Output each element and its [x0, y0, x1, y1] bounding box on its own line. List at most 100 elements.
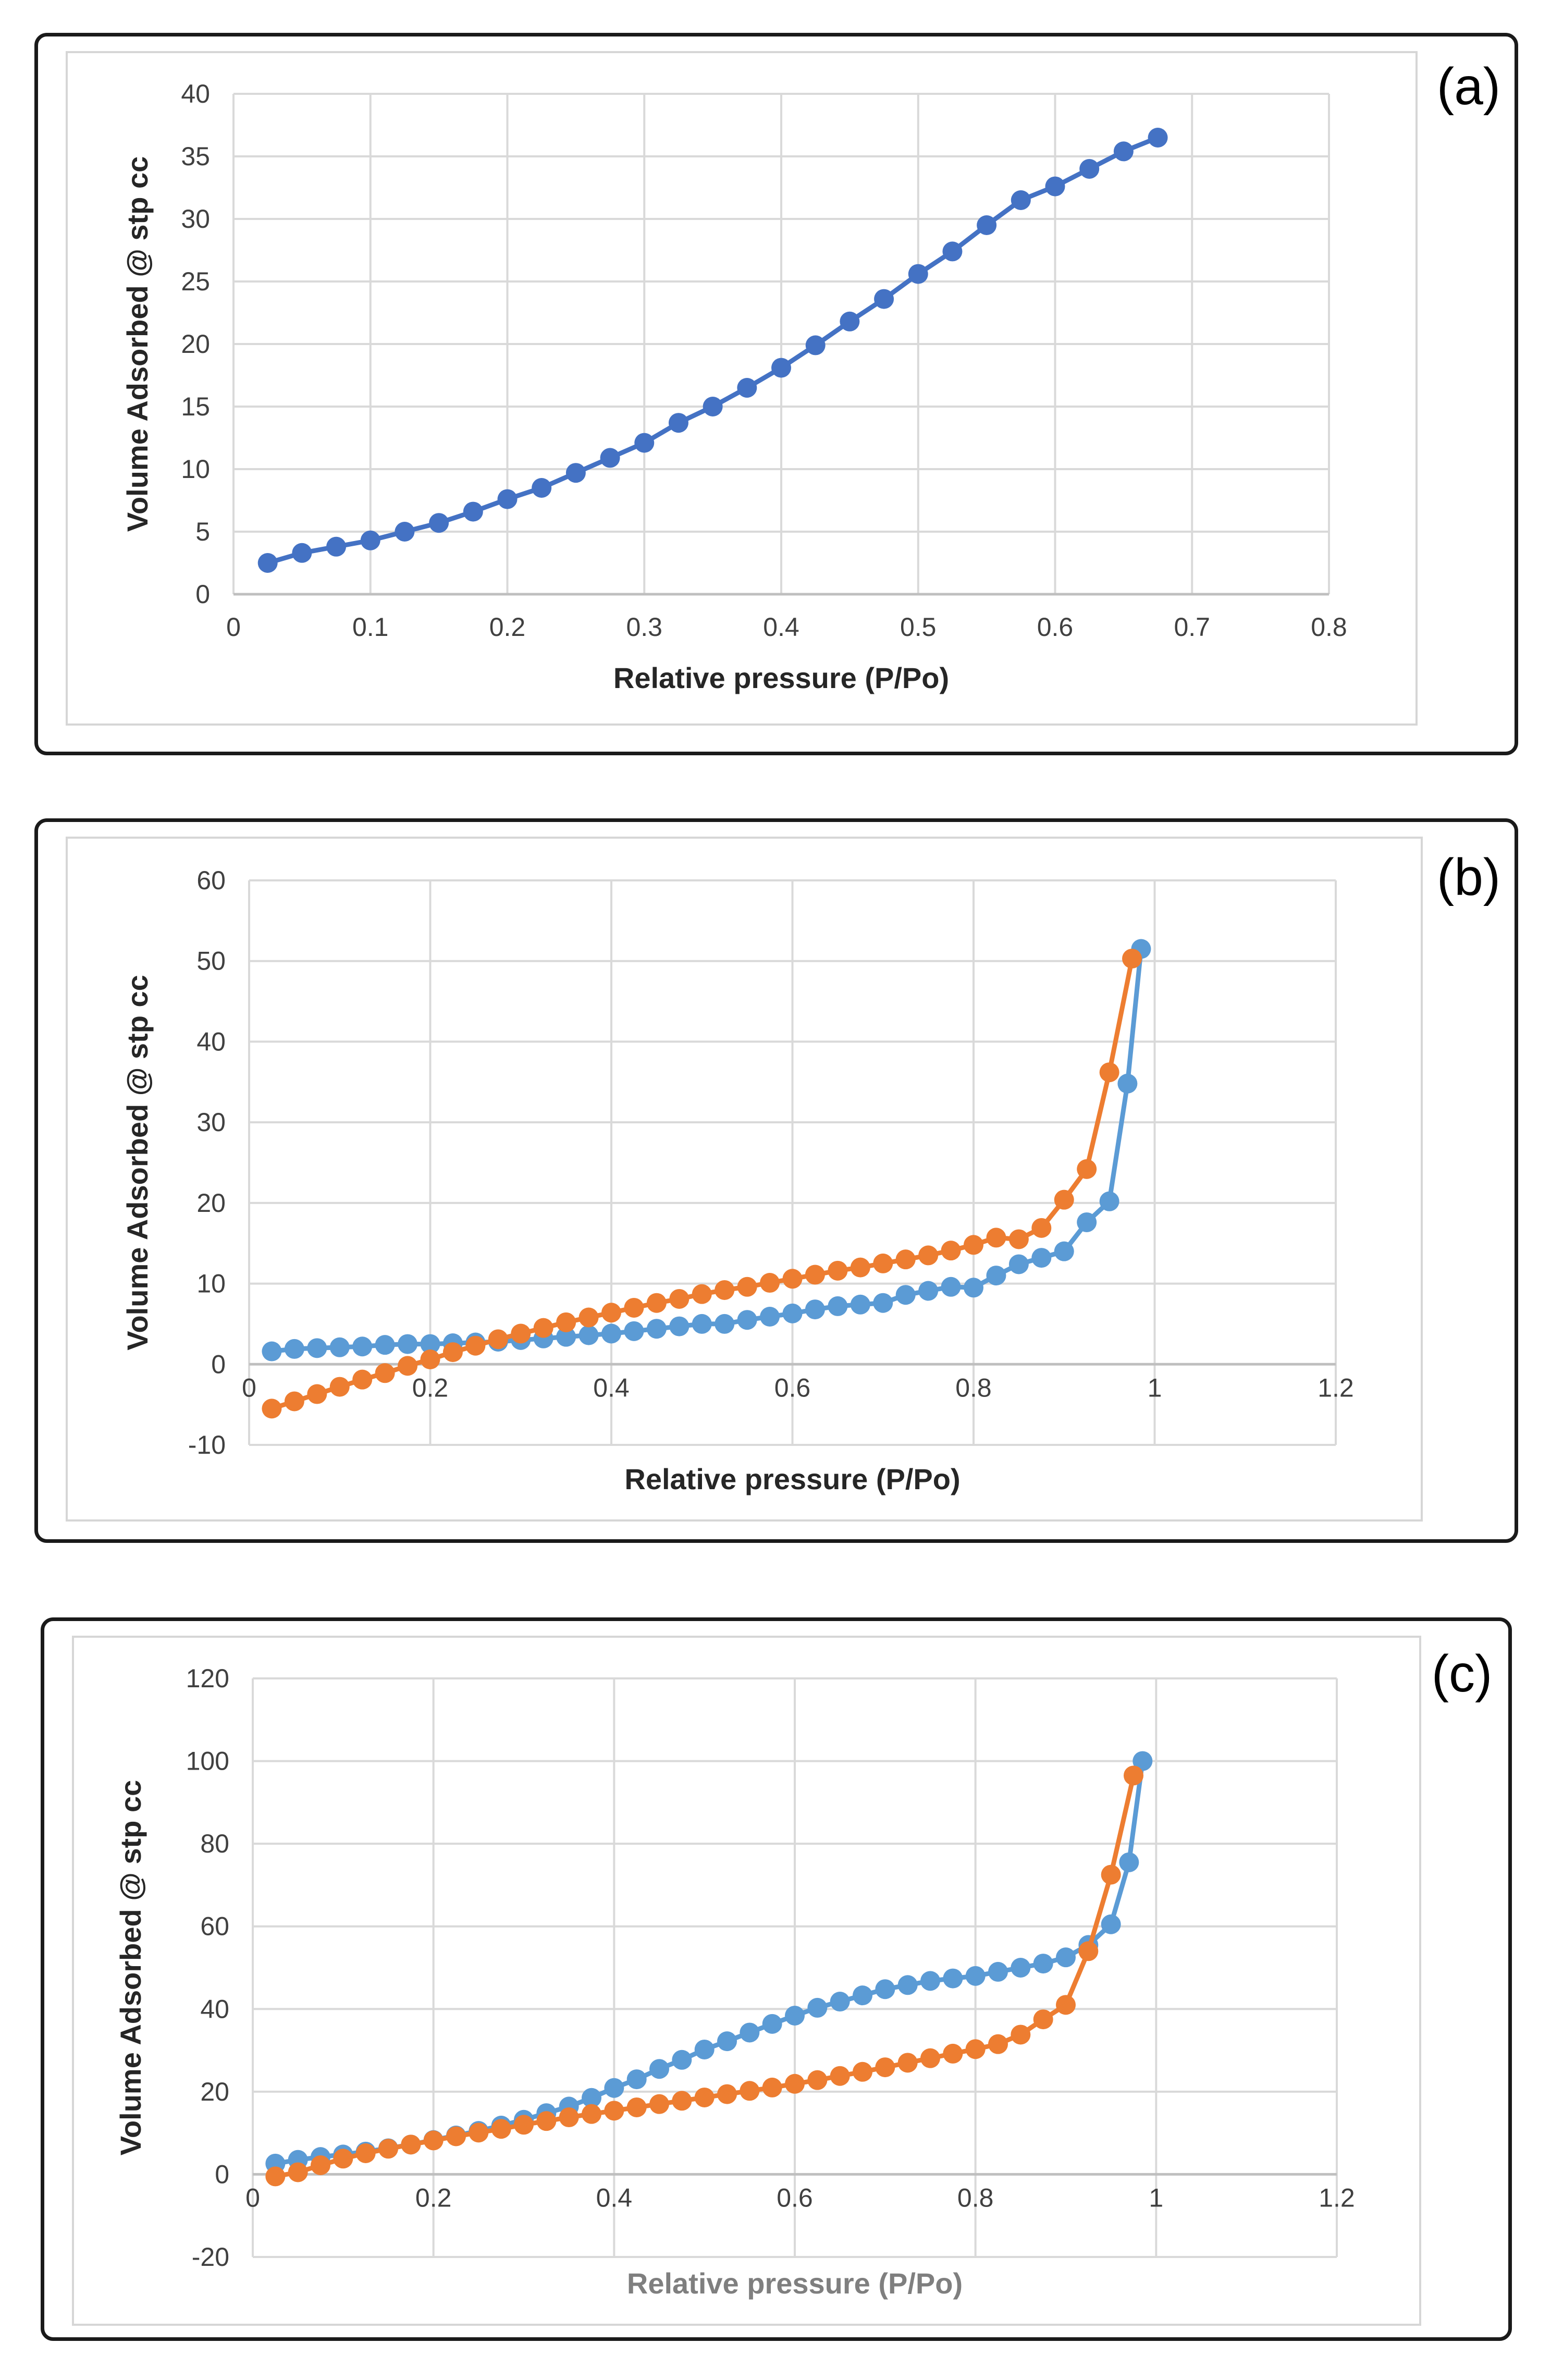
- data-point: [692, 1314, 712, 1334]
- data-point: [578, 1325, 599, 1345]
- data-point: [805, 1265, 825, 1285]
- data-point: [694, 2087, 715, 2107]
- data-point: [668, 413, 688, 433]
- data-point: [737, 1277, 757, 1297]
- data-point: [715, 1314, 735, 1334]
- data-point: [1113, 141, 1134, 162]
- data-point: [941, 1277, 961, 1297]
- data-point: [532, 478, 552, 498]
- data-point: [511, 1323, 531, 1344]
- data-point: [918, 1281, 939, 1301]
- data-point: [703, 397, 723, 416]
- data-point: [1011, 1958, 1031, 1978]
- x-tick-label: 1: [1148, 1373, 1162, 1402]
- data-point: [830, 1992, 850, 2012]
- data-point: [669, 1316, 690, 1336]
- data-point: [352, 1336, 373, 1357]
- data-point: [333, 2149, 353, 2169]
- data-point: [717, 2031, 737, 2052]
- y-tick-label: 30: [181, 204, 210, 234]
- y-tick-label: 50: [196, 947, 226, 976]
- data-point: [694, 2039, 715, 2059]
- data-point: [965, 1966, 986, 1986]
- y-tick-label: 10: [181, 455, 210, 484]
- data-point: [556, 1327, 576, 1347]
- data-point: [964, 1278, 983, 1298]
- y-tick-label: 40: [200, 1994, 229, 2023]
- y-tick-label: 0: [211, 1350, 226, 1379]
- data-point: [850, 1294, 870, 1315]
- y-tick-label: -10: [188, 1430, 226, 1459]
- data-point: [352, 1369, 373, 1390]
- data-point: [805, 1299, 825, 1320]
- y-tick-label: 5: [195, 517, 210, 546]
- data-point: [601, 1323, 621, 1344]
- x-tick-label: 0.8: [957, 2183, 994, 2212]
- data-point: [840, 311, 860, 332]
- data-point: [442, 1342, 463, 1363]
- y-tick-label: 15: [181, 392, 210, 421]
- data-point: [850, 1257, 870, 1278]
- chart-panel-b: -10 0 10 20 30 40 50 60 0 0.2 0.4 0.6 0.8 1 1.2 Relativ…: [34, 818, 1518, 1543]
- panel-label: (b): [1437, 848, 1500, 906]
- data-point: [649, 2059, 669, 2079]
- data-point: [375, 1363, 395, 1383]
- data-point: [624, 1297, 644, 1318]
- y-tick-label: -20: [192, 2242, 229, 2272]
- data-point: [672, 2050, 692, 2070]
- data-point: [604, 2078, 624, 2098]
- y-axis-title: Volume Adsorbed @ stp cc: [121, 156, 154, 532]
- data-point: [762, 2077, 782, 2097]
- data-point: [1033, 1954, 1053, 1974]
- x-tick-label: 1.2: [1318, 1373, 1354, 1402]
- y-tick-label: 10: [196, 1269, 226, 1298]
- series-line-adsorption: [271, 949, 1143, 1354]
- data-point: [1117, 1073, 1138, 1094]
- data-point: [785, 2074, 805, 2094]
- data-point: [853, 1985, 872, 2006]
- x-tick-label: 0.1: [352, 612, 389, 642]
- chart-panel-c: -20 0 20 40 60 80 100 120 0 0.2 0.4 0.6 0.8 1 1.2 Relat…: [41, 1617, 1512, 2341]
- data-point: [897, 1975, 918, 1995]
- data-point: [895, 1249, 916, 1270]
- x-tick-label: 0.6: [777, 2183, 813, 2212]
- data-point: [1133, 1751, 1153, 1771]
- data-point: [463, 501, 483, 522]
- x-tick-label: 0.4: [596, 2183, 633, 2212]
- x-tick-label: 0: [226, 612, 241, 642]
- data-point: [1008, 1229, 1029, 1249]
- data-point: [965, 2039, 986, 2059]
- data-point: [782, 1269, 803, 1289]
- data-point: [536, 2111, 557, 2131]
- data-point: [807, 2070, 828, 2090]
- y-tick-label: 20: [181, 329, 210, 359]
- data-point: [740, 2081, 760, 2101]
- data-point: [429, 513, 449, 533]
- data-point: [329, 1337, 350, 1357]
- data-point: [1119, 1852, 1139, 1872]
- data-point: [375, 1335, 395, 1355]
- y-tick-label: 100: [186, 1747, 229, 1776]
- y-tick-label: 30: [196, 1108, 226, 1137]
- data-point: [873, 1293, 893, 1313]
- data-point: [420, 1350, 440, 1370]
- data-point: [284, 1339, 304, 1359]
- data-point: [737, 1310, 757, 1330]
- data-point: [626, 2097, 647, 2117]
- data-point: [964, 1235, 983, 1255]
- data-point: [853, 2062, 872, 2082]
- data-point: [942, 241, 963, 262]
- data-point: [488, 1329, 508, 1350]
- data-point: [1101, 1914, 1121, 1934]
- data-point: [941, 1241, 961, 1261]
- data-point: [988, 2034, 1008, 2054]
- data-point: [423, 2130, 444, 2151]
- data-point: [807, 1997, 828, 2018]
- data-point: [604, 2101, 624, 2121]
- data-point: [1054, 1241, 1074, 1261]
- y-tick-label: 35: [181, 142, 210, 171]
- data-point: [257, 553, 278, 573]
- data-point: [634, 433, 655, 453]
- data-point: [805, 335, 826, 355]
- data-point: [762, 2014, 782, 2034]
